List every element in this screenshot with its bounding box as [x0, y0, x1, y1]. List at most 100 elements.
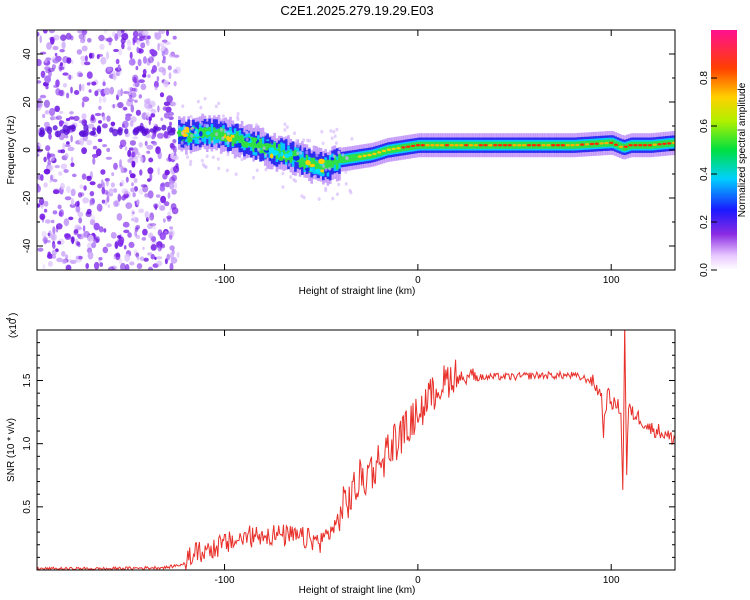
- noise-speck: [125, 115, 131, 122]
- noise-speck: [93, 261, 100, 270]
- noise-speck: [90, 114, 95, 121]
- noise-speck: [52, 45, 59, 51]
- ridge-core: [589, 142, 595, 146]
- noise-speck: [128, 87, 133, 92]
- noise-speck: [86, 208, 92, 215]
- noise-speck: [104, 199, 108, 206]
- ridge-scatter: [296, 151, 300, 155]
- ridge-scatter: [190, 127, 194, 131]
- ridge-core: [377, 151, 382, 154]
- ridge-segment: [212, 130, 216, 145]
- ridge-scatter: [232, 122, 236, 126]
- noise-speck: [171, 188, 177, 195]
- noise-speck: [62, 142, 66, 150]
- noise-speck: [102, 96, 107, 103]
- noise-speck: [168, 53, 176, 58]
- ridge-scatter: [189, 114, 193, 119]
- noise-speck: [153, 80, 159, 88]
- noise-speck: [37, 184, 41, 193]
- noise-speck: [80, 55, 87, 62]
- noise-speck: [37, 153, 40, 157]
- noise-speck: [89, 181, 96, 186]
- noise-speck: [169, 121, 172, 127]
- noise-speck: [83, 33, 86, 42]
- noise-speck: [42, 30, 48, 34]
- ridge-blob: [220, 131, 225, 138]
- noise-speck: [144, 193, 150, 198]
- noise-speck: [59, 49, 65, 53]
- noise-speck: [118, 257, 123, 265]
- noise-speck: [155, 146, 161, 155]
- ridge-segment: [607, 139, 610, 147]
- noise-speck: [82, 96, 90, 102]
- noise-speck: [76, 49, 83, 55]
- noise-speck: [67, 146, 75, 152]
- ridge-segment: [273, 142, 276, 152]
- ridge-segment: [298, 158, 302, 168]
- noise-band-speck: [89, 131, 96, 136]
- noise-speck: [98, 120, 102, 124]
- noise-speck: [82, 225, 86, 232]
- ridge-scatter: [183, 126, 187, 130]
- ridge-core: [551, 144, 556, 147]
- ridge-blob: [270, 153, 274, 159]
- noise-speck: [66, 92, 70, 99]
- noise-speck: [65, 117, 71, 122]
- ridge-scatter: [255, 125, 259, 129]
- noise-speck: [131, 160, 136, 168]
- ridge-scatter: [184, 144, 187, 148]
- ridge-scatter: [244, 130, 248, 134]
- ridge-segment: [254, 138, 258, 149]
- noise-speck: [76, 241, 80, 247]
- noise-speck: [171, 207, 179, 215]
- ridge-core: [415, 144, 421, 147]
- ridge-core: [652, 143, 657, 146]
- colorbar-tick-label: 0.6: [699, 119, 710, 133]
- ridge-segment: [660, 140, 664, 148]
- noise-speck: [123, 229, 130, 234]
- noise-speck: [127, 158, 133, 163]
- noise-speck: [109, 188, 114, 195]
- noise-speck: [156, 61, 160, 67]
- noise-speck: [148, 56, 154, 64]
- ridge-segment: [305, 154, 309, 165]
- noise-speck: [52, 254, 57, 259]
- noise-speck: [81, 173, 87, 180]
- ridge-core: [546, 144, 551, 147]
- ridge-blob: [309, 163, 315, 168]
- noise-speck: [38, 102, 43, 108]
- noise-speck: [91, 242, 96, 249]
- ridge-scatter: [341, 153, 345, 157]
- noise-speck: [149, 223, 157, 227]
- ridge-segment: [370, 151, 374, 159]
- noise-speck: [152, 225, 156, 230]
- noise-band-speck: [117, 128, 123, 136]
- noise-speck: [132, 211, 135, 215]
- ridge-core: [536, 144, 541, 147]
- noise-speck: [70, 236, 75, 243]
- noise-speck: [110, 182, 115, 188]
- ridge-blob: [182, 133, 188, 138]
- ridge-scatter: [335, 127, 339, 132]
- noise-speck: [61, 258, 67, 264]
- ridge-scatter: [333, 173, 337, 177]
- ridge-scatter: [295, 139, 299, 143]
- noise-speck: [87, 123, 95, 129]
- noise-speck: [78, 33, 85, 40]
- ridge-segment: [352, 154, 355, 162]
- noise-speck: [64, 134, 69, 139]
- noise-speck: [133, 76, 137, 83]
- noise-band-speck: [152, 126, 157, 134]
- noise-speck: [83, 120, 88, 125]
- spectrogram-ylabel: Frequency (Hz): [6, 116, 17, 185]
- ridge-blob: [199, 131, 203, 137]
- noise-speck: [46, 42, 52, 50]
- ridge-core: [618, 145, 624, 148]
- ridge-core: [599, 142, 604, 145]
- ridge-scatter: [334, 141, 338, 145]
- noise-speck: [112, 104, 115, 109]
- ridge-core: [406, 145, 411, 148]
- noise-speck: [43, 168, 51, 175]
- noise-speck: [138, 94, 142, 99]
- noise-speck: [78, 72, 83, 77]
